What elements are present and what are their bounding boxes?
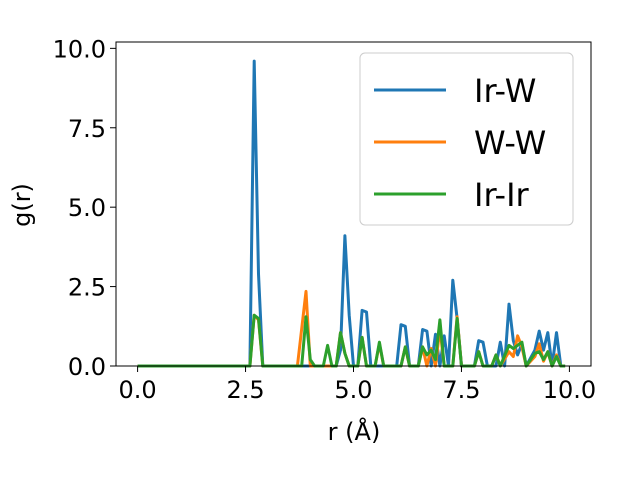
legend-label-ir-ir: Ir-Ir bbox=[474, 176, 530, 214]
y-tick-label: 5.0 bbox=[68, 194, 106, 222]
y-tick-label: 2.5 bbox=[68, 274, 106, 302]
y-tick-label: 0.0 bbox=[68, 353, 106, 381]
legend-label-ir-w: Ir-W bbox=[474, 72, 536, 110]
y-tick-label: 7.5 bbox=[68, 115, 106, 143]
legend-label-w-w: W-W bbox=[474, 124, 546, 162]
x-tick-label: 10.0 bbox=[543, 376, 596, 404]
y-axis-label: g(r) bbox=[8, 183, 36, 227]
legend-box bbox=[359, 52, 574, 226]
y-axis: 0.0 2.5 5.0 7.5 10.0 bbox=[53, 35, 116, 381]
x-axis-label: r (Å) bbox=[328, 417, 381, 446]
y-tick-label: 10.0 bbox=[53, 35, 106, 63]
x-axis: 0.0 2.5 5.0 7.5 10.0 bbox=[119, 366, 596, 404]
x-tick-label: 5.0 bbox=[334, 376, 372, 404]
x-tick-label: 2.5 bbox=[226, 376, 264, 404]
x-tick-label: 7.5 bbox=[442, 376, 480, 404]
x-tick-label: 0.0 bbox=[119, 376, 157, 404]
legend: Ir-W W-W Ir-Ir bbox=[359, 52, 574, 226]
